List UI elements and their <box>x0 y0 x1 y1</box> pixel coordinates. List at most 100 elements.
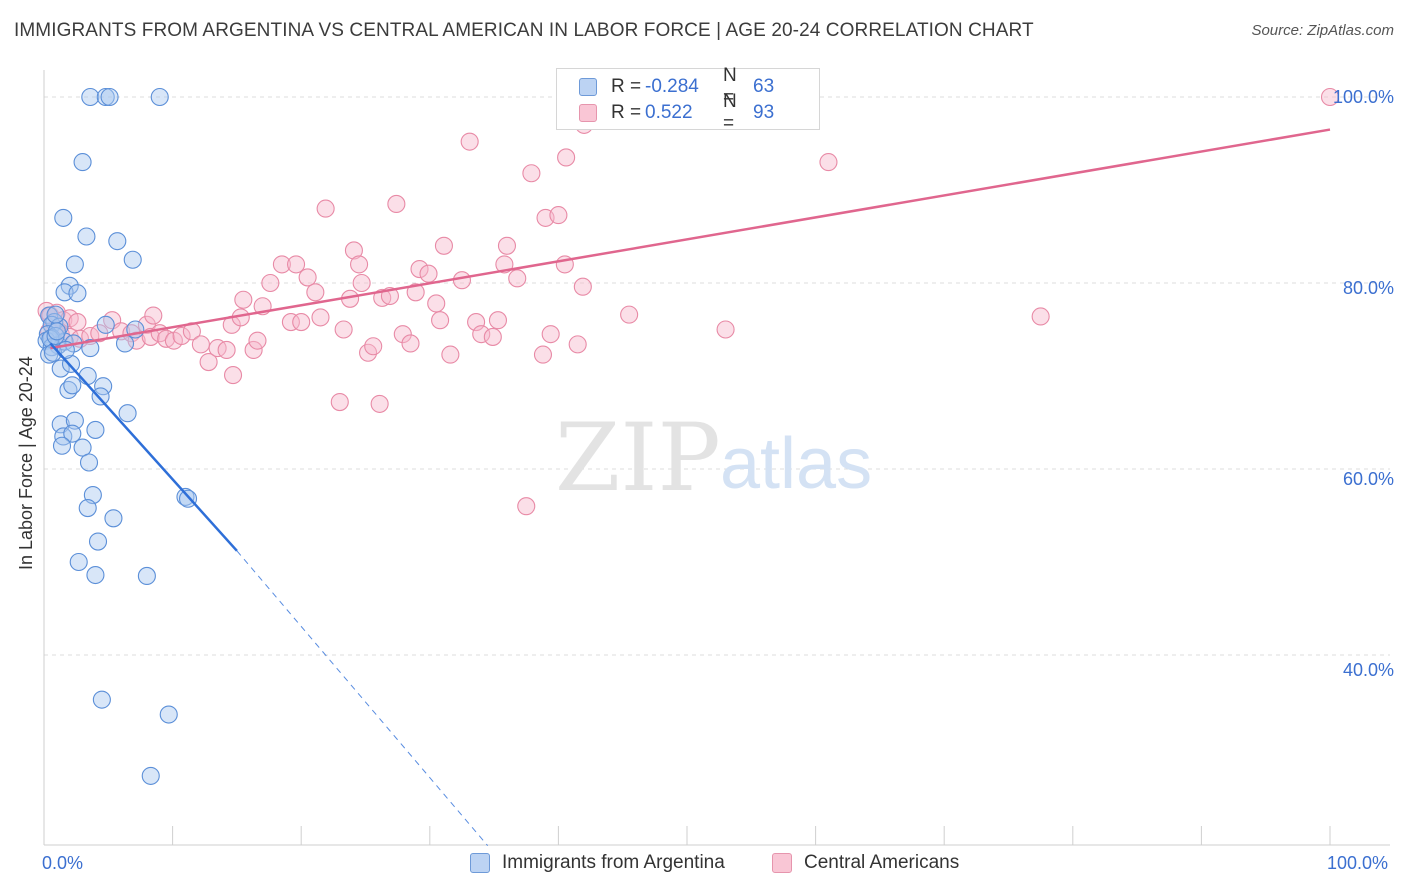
legend-n-label: N = <box>723 65 737 108</box>
argentina-point <box>96 87 115 107</box>
central-american-point <box>370 394 389 413</box>
central-american-point <box>334 320 353 339</box>
argentina-point <box>176 487 195 506</box>
central-american-point <box>137 315 156 334</box>
central-american-point <box>434 236 453 255</box>
central-american-point <box>427 294 446 313</box>
y-tick-80: 80.0% <box>1342 278 1394 298</box>
central-american-point <box>472 325 491 344</box>
central-american-point <box>287 255 306 274</box>
central-american-point <box>410 259 429 279</box>
central-american-point <box>393 325 412 344</box>
argentina-point <box>123 250 142 269</box>
argentina-point <box>81 339 100 358</box>
argentina-point <box>46 305 65 324</box>
central-american-point <box>199 352 218 372</box>
central-american-point <box>352 273 371 293</box>
argentina-point <box>94 377 113 396</box>
legend-swatch-pink <box>579 104 597 122</box>
argentina-point <box>100 87 119 107</box>
central-american-point <box>557 148 576 167</box>
central-american-point <box>508 269 527 288</box>
legend-n-value: 63 <box>753 76 775 97</box>
argentina-point <box>47 322 66 341</box>
central-american-point <box>483 327 502 346</box>
central-american-point <box>144 306 163 325</box>
argentina-point <box>51 359 70 378</box>
argentina-point <box>78 366 97 386</box>
legend-r-label: R = <box>611 102 642 123</box>
argentina-point <box>55 283 74 302</box>
central-american-point <box>248 331 267 350</box>
central-american-point <box>292 313 311 332</box>
central-american-point <box>452 271 472 290</box>
central-american-point <box>541 325 560 344</box>
argentina-point <box>108 232 127 251</box>
central-american-point <box>298 268 317 287</box>
central-american-point <box>441 345 460 364</box>
central-american-point <box>208 339 227 358</box>
central-american-point <box>460 132 479 151</box>
central-american-point <box>311 308 330 327</box>
central-american-point <box>306 283 325 302</box>
bottom-legend-central-americans: Central Americans <box>772 852 959 874</box>
x-tick-100: 100.0% <box>1327 853 1389 873</box>
argentina-point <box>92 690 111 709</box>
central-american-point <box>1031 307 1050 326</box>
argentina-point <box>88 532 108 551</box>
legend-r-value: 0.522 <box>645 102 693 123</box>
argentina-point <box>81 87 100 107</box>
central-american-point <box>716 320 735 339</box>
y-tick-40: 40.0% <box>1342 660 1394 680</box>
legend-row-central-american: R = 0.522 N = 93 <box>579 91 775 134</box>
argentina-point <box>96 315 115 334</box>
argentina-point <box>77 227 96 246</box>
central-american-point <box>522 164 541 183</box>
argentina-point <box>141 766 160 785</box>
central-american-point <box>191 335 210 354</box>
argentina-point <box>86 420 105 439</box>
argentina-point <box>91 387 110 406</box>
central-american-point <box>1320 87 1340 107</box>
central-american-point <box>330 392 349 412</box>
argentina-point <box>86 565 105 585</box>
source-label: Source: ZipAtlas.com <box>1251 22 1394 39</box>
central-american-point <box>819 153 838 172</box>
argentina-point <box>79 453 99 472</box>
bottom-legend-swatch-blue <box>470 853 490 873</box>
central-american-point <box>261 273 280 293</box>
central-american-point <box>350 255 369 274</box>
argentina-point <box>150 87 169 107</box>
argentina-point <box>54 208 73 227</box>
argentina-point <box>118 404 137 423</box>
central-american-point <box>401 334 420 353</box>
y-tick-100: 100.0% <box>1332 87 1394 107</box>
x-tick-0: 0.0% <box>42 853 84 873</box>
argentina-point <box>63 376 82 395</box>
watermark-atlas: atlas <box>720 424 872 504</box>
central-american-point <box>431 311 450 330</box>
legend-r-label: R = <box>611 76 642 97</box>
argentina-point <box>61 354 81 373</box>
stats-legend: R = -0.284 N = 63 R = 0.522 N = 93 <box>556 65 820 134</box>
central-american-point <box>467 313 486 332</box>
central-american-point <box>281 313 300 332</box>
legend-n-value: 93 <box>753 102 775 123</box>
legend-n-label: N = <box>723 91 737 134</box>
chart-title: IMMIGRANTS FROM ARGENTINA VS CENTRAL AME… <box>14 20 1034 41</box>
central-american-point <box>488 311 508 330</box>
argentina-point <box>63 424 82 443</box>
legend-r-value: -0.284 <box>645 76 699 97</box>
watermark-zip: ZIP <box>555 404 721 513</box>
central-american-point <box>223 366 243 385</box>
argentina-point <box>137 566 156 586</box>
argentina-point <box>52 436 72 455</box>
central-american-point <box>172 326 191 346</box>
argentina-point <box>159 705 178 724</box>
central-american-point <box>272 255 291 274</box>
argentina-point <box>68 284 87 303</box>
central-american-point <box>533 345 553 364</box>
legend-row-argentina: R = -0.284 N = 63 <box>579 65 775 108</box>
argentina-trend-extension <box>236 550 489 846</box>
central-american-point <box>364 337 383 356</box>
